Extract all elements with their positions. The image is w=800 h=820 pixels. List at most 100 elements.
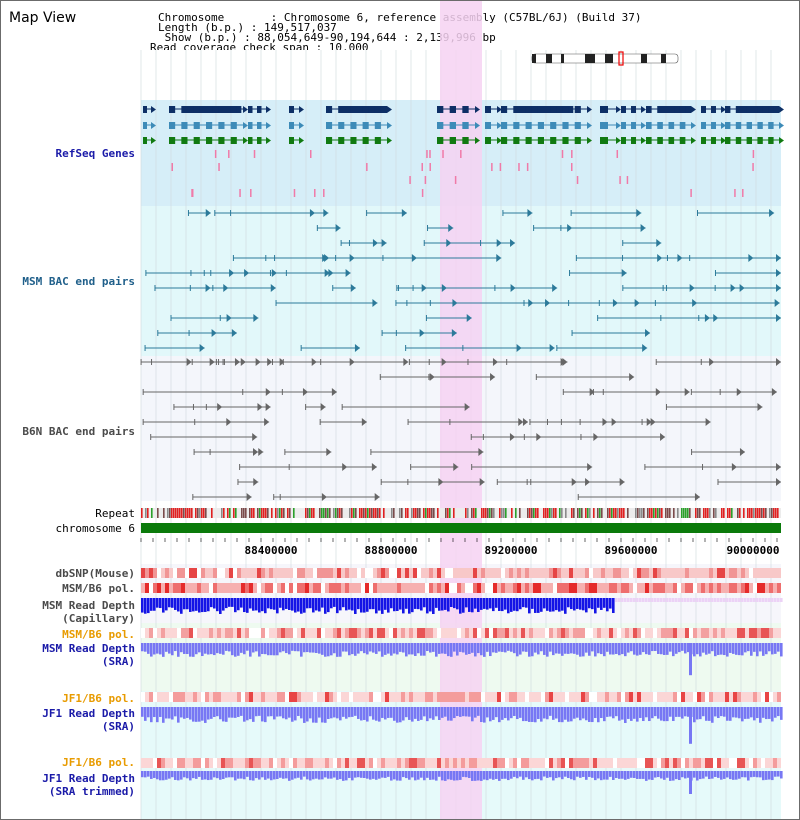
depth-bar [603,771,606,780]
polymorphism-cell [165,692,169,702]
depth-bar [459,598,462,614]
depth-bar [330,643,333,656]
depth-bar [612,771,615,780]
polymorphism-cell [205,568,209,578]
polymorphism-cell [725,568,729,578]
bac-end-arrow [270,284,276,292]
depth-bar [717,643,720,655]
depth-bar [546,771,549,778]
jf1-b6-pol-trim-label: JF1/B6 pol. [62,756,135,769]
depth-bar [243,643,246,655]
bac-end-arrow [660,433,666,441]
depth-bar [312,707,315,723]
depth-bar [366,707,369,722]
depth-bar [204,771,207,780]
polymorphism-cell [601,628,605,638]
polymorphism-cell [757,692,761,702]
depth-bar [429,771,432,780]
polymorphism-cell [473,758,477,768]
repeat-tick [723,508,725,518]
depth-bar [249,643,252,657]
polymorphism-cell [405,692,409,702]
depth-bar [609,771,612,777]
depth-bar [483,771,486,780]
depth-bar [573,771,576,781]
depth-bar [672,598,675,602]
depth-bar [762,598,765,602]
polymorphism-cell [277,758,281,768]
polymorphism-cell [729,628,733,638]
depth-bar [597,707,600,723]
polymorphism-cell [257,628,261,638]
polymorphism-cell [373,628,377,638]
depth-bar [648,707,651,722]
bac-end-arrow [253,478,259,486]
depth-bar [204,643,207,654]
depth-bar [414,598,417,609]
repeat-tick [585,508,587,518]
bac-end-arrow [769,209,775,217]
gene-exon [437,137,444,144]
polymorphism-cell [625,583,629,593]
depth-bar [201,771,204,780]
depth-bar [150,643,153,657]
depth-bar [735,598,738,602]
polymorphism-cell [265,692,269,702]
depth-bar [747,643,750,652]
polymorphism-cell [245,758,249,768]
repeat-track [141,508,781,518]
gene-exon [757,137,763,144]
depth-bar [594,598,597,614]
repeat-tick [491,508,493,518]
depth-bar [489,771,492,779]
depth-bar [159,643,162,655]
polymorphism-cell [485,692,489,702]
polymorphism-cell [345,692,349,702]
polymorphism-cell [557,628,561,638]
polymorphism-cell [289,692,293,702]
depth-bar [765,707,768,720]
refseq-tick [171,163,173,171]
depth-bar [216,771,219,779]
gene-exon [679,106,686,113]
gene-exon [746,137,752,144]
gene-exon [230,122,237,129]
polymorphism-cell [309,692,313,702]
gene-exon [621,106,626,113]
depth-bar [492,707,495,720]
depth-bar [201,598,204,613]
polymorphism-cell [469,758,473,768]
depth-bar [780,707,783,720]
depth-bar [165,643,168,652]
depth-bar [192,771,195,779]
depth-bar [318,707,321,718]
polymorphism-cell [209,583,213,593]
polymorphism-cell [421,583,425,593]
bac-end-arrow [776,284,781,292]
polymorphism-cell [197,583,201,593]
depth-bar [237,707,240,717]
depth-bar [546,707,549,720]
depth-bar [729,707,732,721]
polymorphism-cell [477,692,481,702]
polymorphism-cell [185,758,189,768]
polymorphism-cell [641,583,645,593]
depth-bar [468,643,471,654]
polymorphism-cell [549,692,553,702]
polymorphism-cell [389,583,393,593]
depth-bar [309,707,312,719]
bac-end-arrow [411,254,417,262]
depth-bar [150,771,153,779]
depth-bar [192,707,195,722]
depth-bar [615,771,618,778]
repeat-tick [667,508,669,518]
polymorphism-cell [365,568,369,578]
depth-bar [267,643,270,656]
depth-bar [585,771,588,780]
depth-bar [729,771,732,780]
depth-bar [771,707,774,722]
gene-exon [257,137,262,144]
ideogram-band [532,54,536,63]
repeat-tick [329,508,331,518]
